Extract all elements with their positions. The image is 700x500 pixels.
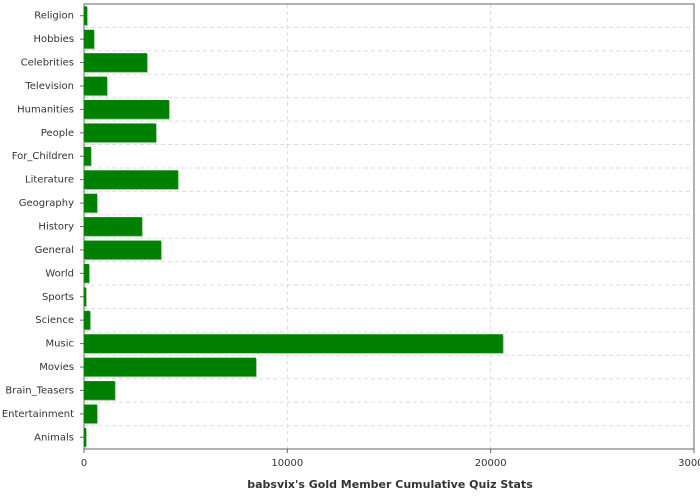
y-tick-label: Brain_Teasers [5, 385, 74, 396]
y-tick-label: Geography [19, 198, 74, 209]
bar [84, 193, 98, 213]
y-tick-label: Television [24, 81, 74, 92]
x-tick-label: 30000 [678, 458, 700, 469]
bar [84, 381, 115, 400]
chart-title: babsvix's Gold Member Cumulative Quiz St… [247, 478, 533, 491]
bar [84, 123, 156, 143]
y-tick-label: Sports [42, 292, 74, 303]
y-tick-label: Animals [34, 432, 74, 443]
y-tick-label: World [45, 268, 74, 279]
bar [84, 334, 503, 353]
bar [84, 240, 162, 260]
y-tick-label: Movies [39, 362, 74, 373]
y-tick-label: People [41, 128, 74, 139]
bar [84, 263, 90, 283]
bar [84, 76, 107, 96]
y-tick-label: Science [35, 315, 74, 326]
y-tick-label: History [38, 222, 74, 233]
bar [84, 100, 169, 119]
x-tick-label: 20000 [475, 458, 507, 469]
y-tick-label: Religion [34, 11, 74, 22]
y-tick-label: Literature [25, 175, 74, 186]
y-tick-label: Celebrities [21, 58, 74, 69]
bar [84, 404, 98, 424]
bar [84, 217, 142, 236]
x-tick-label: 10000 [271, 458, 303, 469]
y-tick-label: Entertainment [2, 409, 74, 420]
bar [84, 287, 87, 307]
bar [84, 146, 91, 166]
x-tick-label: 0 [81, 458, 87, 469]
bar [84, 310, 91, 330]
y-tick-label: Hobbies [34, 34, 74, 45]
y-tick-label: Humanities [17, 104, 74, 115]
bar [84, 53, 148, 72]
bar [84, 6, 88, 26]
bar [84, 29, 94, 49]
bar [84, 357, 257, 377]
bar [84, 170, 178, 190]
y-tick-label: For_Children [12, 151, 74, 162]
bar [84, 427, 87, 447]
y-tick-label: Music [46, 339, 74, 350]
y-tick-label: General [35, 245, 74, 256]
